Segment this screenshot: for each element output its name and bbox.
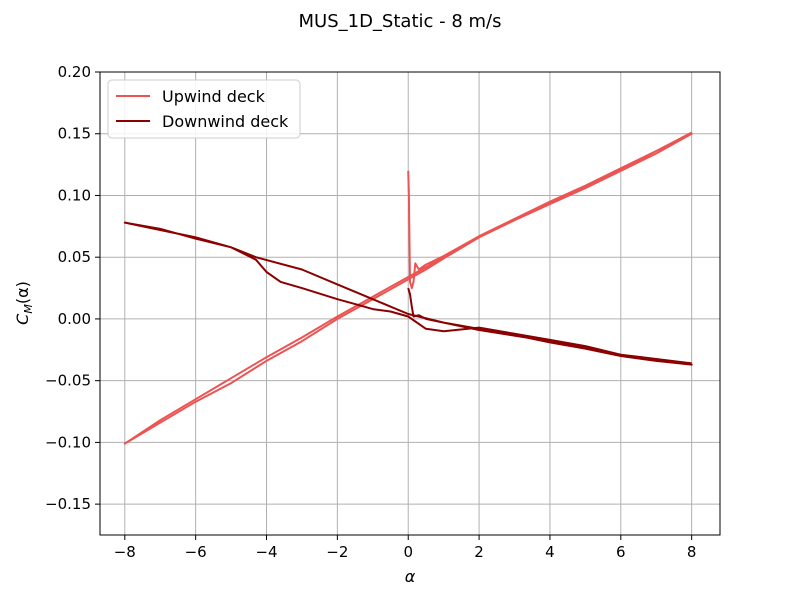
- x-tick-label: −2: [326, 543, 348, 561]
- x-tick-label: 6: [616, 543, 626, 561]
- y-tick-label: 0.05: [58, 248, 91, 266]
- series-line-downwind: [123, 221, 693, 366]
- ticks: −8 −6 −4 −2 0 2 4 6 8 −0.15 −0.10 −0.05 0.00 0.05 0.10…: [45, 63, 696, 561]
- y-axis-label: CM(α): [13, 281, 35, 325]
- x-tick-label: 4: [545, 543, 555, 561]
- chart-title: MUS_1D_Static - 8 m/s: [298, 11, 501, 32]
- grid: [100, 71, 720, 535]
- y-tick-label: −0.10: [45, 433, 91, 451]
- legend-label: Upwind deck: [162, 87, 266, 106]
- legend-label: Downwind deck: [162, 112, 289, 131]
- legend-box: [107, 79, 301, 139]
- y-tick-label: 0.15: [58, 125, 91, 143]
- legend: Upwind deck Downwind deck: [107, 79, 301, 139]
- y-tick-label: −0.05: [45, 372, 91, 390]
- series-layer: [123, 131, 693, 445]
- series-line-upwind: [123, 131, 693, 445]
- x-tick-label: 8: [687, 543, 697, 561]
- x-tick-label: −6: [185, 543, 207, 561]
- x-tick-label: −8: [114, 543, 136, 561]
- y-tick-label: −0.15: [45, 495, 91, 513]
- y-tick-label: 0.20: [58, 63, 91, 81]
- x-tick-label: −4: [255, 543, 277, 561]
- y-tick-label: 0.00: [58, 310, 91, 328]
- x-axis-label: α: [405, 567, 416, 586]
- plot-frame: [99, 71, 721, 536]
- y-tick-label: 0.10: [58, 186, 91, 204]
- x-tick-label: 0: [403, 543, 413, 561]
- x-tick-label: 2: [474, 543, 484, 561]
